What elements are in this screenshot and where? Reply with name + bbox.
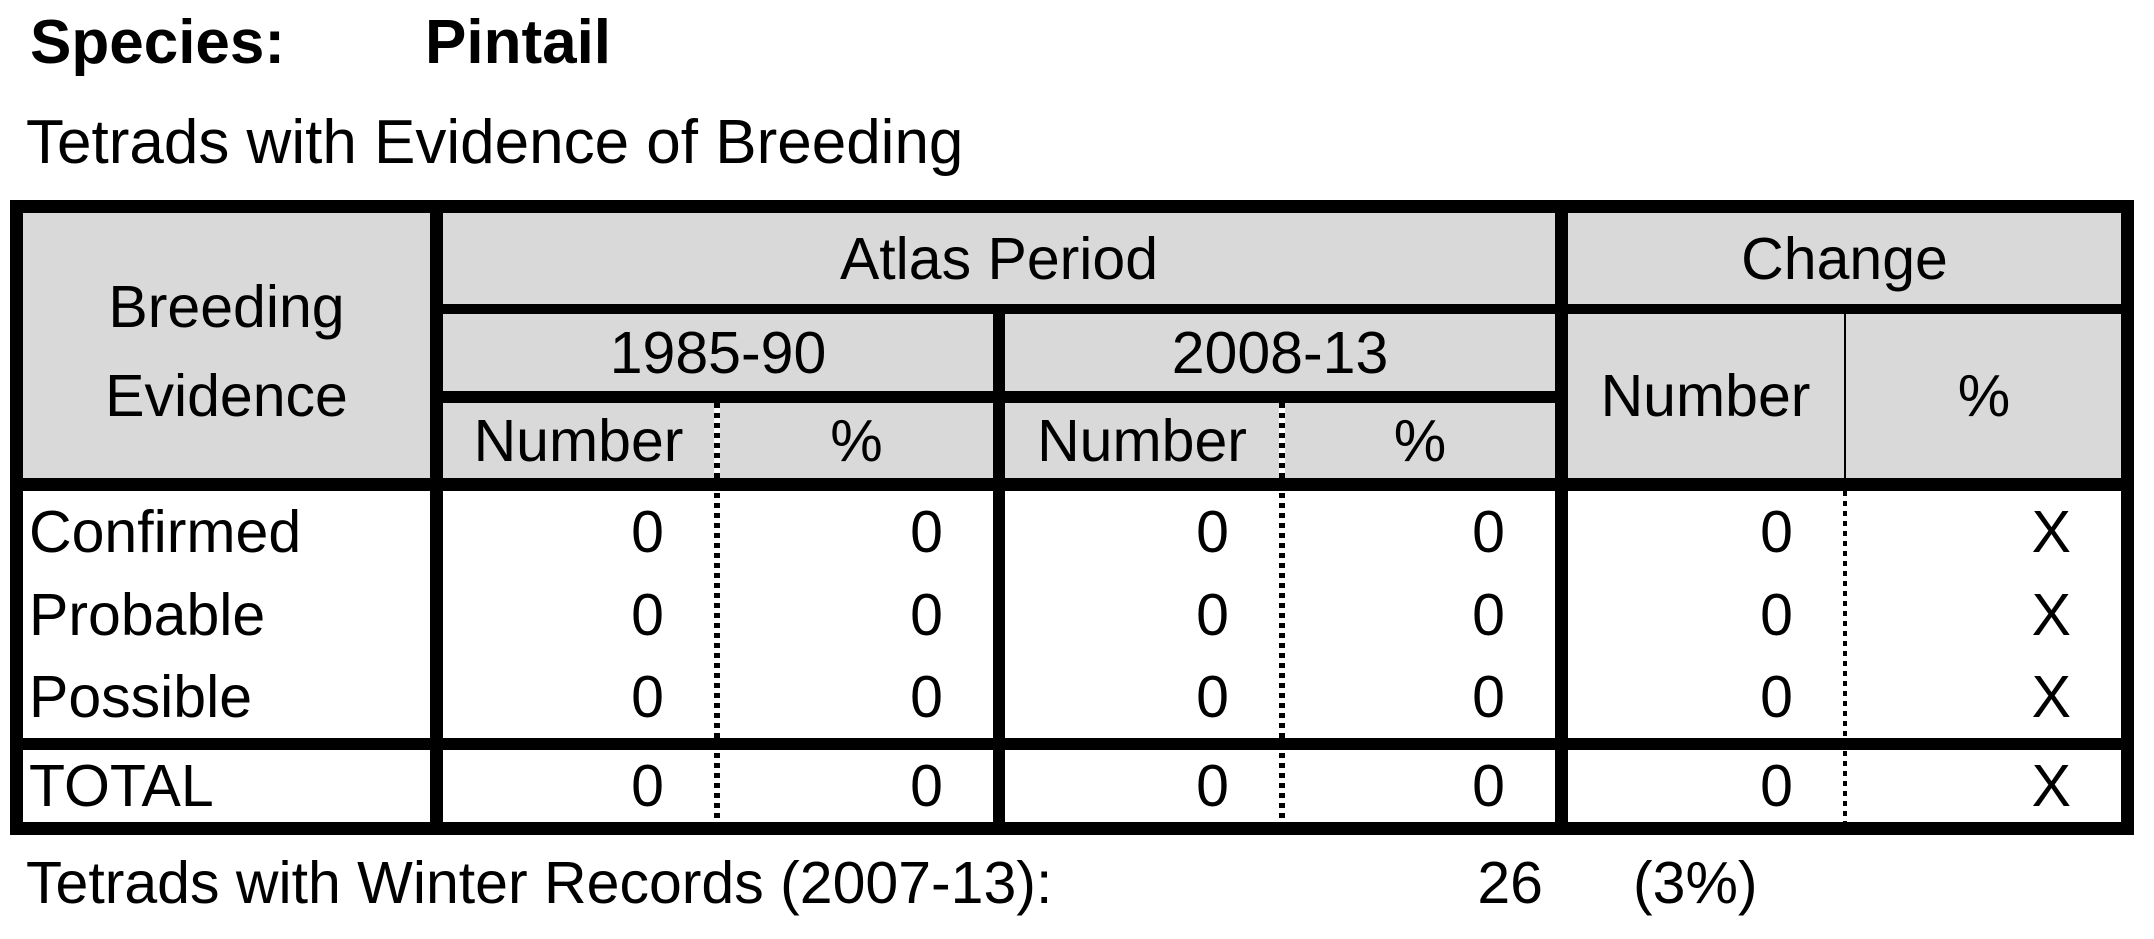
dotted-divider-2008 — [1279, 403, 1285, 822]
row-probable-p1-number: 0 — [631, 581, 664, 648]
row-probable-change-pct: X — [2031, 581, 2071, 648]
row-confirmed-p2-number: 0 — [1196, 499, 1229, 565]
row-confirmed-label: Confirmed — [29, 499, 302, 565]
header-2008-number: Number — [1005, 403, 1279, 478]
winter-records-count: 26 — [1477, 850, 1543, 916]
row-possible-p2-number: 0 — [1196, 664, 1229, 730]
header-breeding-line: Breeding — [108, 274, 345, 340]
row-probable-p2-pct: 0 — [1472, 581, 1505, 648]
header-atlas-period: Atlas Period — [443, 213, 1555, 304]
horizontal-rule-under-periods — [443, 391, 1555, 403]
vertical-rule-labels — [430, 213, 443, 822]
header-change: Change — [1568, 213, 2121, 304]
row-total-label: TOTAL — [29, 753, 214, 819]
header-change-percent-label: % — [1957, 363, 2011, 429]
header-breeding-evidence: Breeding Evidence — [23, 213, 430, 478]
header-1985-percent: % — [720, 403, 993, 478]
header-change-percent: % — [1847, 314, 2121, 478]
row-confirmed-change-number: 0 — [1760, 499, 1793, 565]
row-total-change-number: 0 — [1760, 753, 1793, 819]
row-probable-p1-pct: 0 — [910, 581, 943, 648]
winter-records-percent: (3%) — [1633, 850, 1758, 916]
horizontal-rule-header-bottom — [23, 478, 2121, 491]
row-total-p2-number: 0 — [1196, 753, 1229, 819]
table-title: Tetrads with Evidence of Breeding — [26, 108, 964, 177]
header-change-number: Number — [1568, 314, 1843, 478]
header-1985-number: Number — [443, 403, 714, 478]
row-confirmed-p1-number: 0 — [631, 499, 664, 565]
dotted-divider-1985 — [714, 403, 720, 822]
row-possible-p1-number: 0 — [631, 664, 664, 730]
row-total-p1-number: 0 — [631, 753, 664, 819]
horizontal-rule-above-total — [23, 738, 2121, 750]
dotted-divider-change — [1843, 491, 1847, 822]
header-change-number-label: Number — [1600, 363, 1811, 429]
row-probable-label: Probable — [29, 581, 266, 648]
winter-records-label: Tetrads with Winter Records (2007-13): — [26, 850, 1053, 916]
vertical-rule-change — [1555, 213, 1568, 822]
change-number-percent-divider — [1843, 314, 1847, 478]
row-total-p2-pct: 0 — [1472, 753, 1505, 819]
row-possible-change-number: 0 — [1760, 664, 1793, 730]
species-label: Species: — [30, 8, 286, 77]
vertical-rule-periods — [993, 314, 1005, 822]
row-total-change-pct: X — [2031, 753, 2071, 819]
row-possible-label: Possible — [29, 664, 253, 730]
horizontal-rule-under-groups — [443, 304, 2121, 314]
header-2008-percent: % — [1285, 403, 1555, 478]
species-value: Pintail — [425, 8, 612, 77]
row-possible-change-pct: X — [2031, 664, 2071, 730]
row-confirmed-change-pct: X — [2031, 499, 2071, 565]
breeding-evidence-table: Breeding Evidence Atlas Period Change 19… — [10, 200, 2134, 835]
row-probable-change-number: 0 — [1760, 581, 1793, 648]
row-confirmed-p1-pct: 0 — [910, 499, 943, 565]
row-probable-p2-number: 0 — [1196, 581, 1229, 648]
row-possible-p1-pct: 0 — [910, 664, 943, 730]
row-total-p1-pct: 0 — [910, 753, 943, 819]
header-period-2008-13: 2008-13 — [1005, 314, 1555, 391]
header-period-1985-90: 1985-90 — [443, 314, 993, 391]
row-possible-p2-pct: 0 — [1472, 664, 1505, 730]
row-confirmed-p2-pct: 0 — [1472, 499, 1505, 565]
header-evidence-line: Evidence — [105, 363, 348, 429]
